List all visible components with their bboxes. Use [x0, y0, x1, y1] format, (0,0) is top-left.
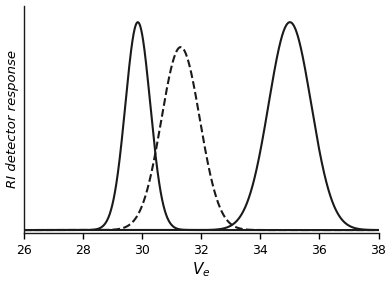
X-axis label: $V_{e}$: $V_{e}$: [192, 261, 211, 280]
Y-axis label: RI detector response: RI detector response: [5, 50, 18, 188]
